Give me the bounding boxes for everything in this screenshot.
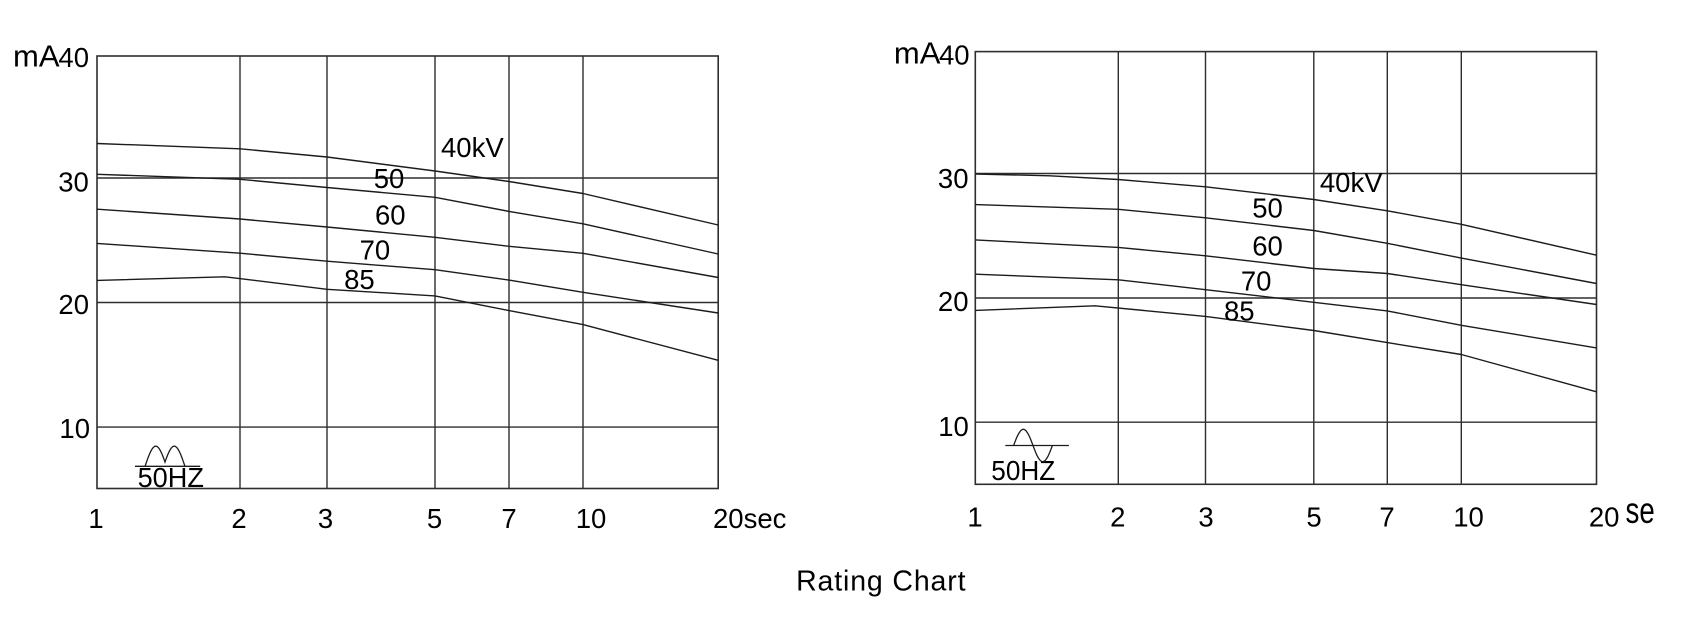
svg-text:20: 20 <box>58 289 89 320</box>
svg-text:20: 20 <box>1589 501 1620 532</box>
svg-text:3: 3 <box>1198 501 1213 532</box>
svg-text:7: 7 <box>1379 501 1394 532</box>
svg-text:30: 30 <box>938 163 969 194</box>
svg-text:30: 30 <box>58 167 89 198</box>
svg-text:85: 85 <box>1224 295 1255 326</box>
svg-text:se: se <box>1626 490 1655 531</box>
svg-text:20: 20 <box>938 286 969 317</box>
svg-text:5: 5 <box>1306 501 1321 532</box>
svg-text:70: 70 <box>360 235 391 266</box>
svg-text:2: 2 <box>1110 501 1125 532</box>
svg-text:10: 10 <box>1453 501 1484 532</box>
svg-text:1: 1 <box>88 503 103 534</box>
svg-text:40kV: 40kV <box>1320 167 1383 198</box>
svg-text:mA: mA <box>894 36 941 71</box>
svg-text:10: 10 <box>576 503 607 534</box>
svg-text:70: 70 <box>1241 266 1272 297</box>
svg-text:mA: mA <box>13 38 60 73</box>
svg-text:2: 2 <box>231 503 246 534</box>
svg-text:7: 7 <box>501 503 516 534</box>
svg-text:60: 60 <box>375 199 406 230</box>
svg-text:40kV: 40kV <box>441 132 504 163</box>
svg-text:40: 40 <box>58 42 89 73</box>
svg-text:5: 5 <box>427 503 442 534</box>
svg-text:40: 40 <box>939 40 970 71</box>
svg-text:50: 50 <box>374 163 405 194</box>
svg-text:10: 10 <box>59 413 90 444</box>
svg-text:3: 3 <box>318 503 333 534</box>
svg-text:10: 10 <box>938 411 969 442</box>
svg-text:60: 60 <box>1252 231 1283 262</box>
svg-text:20sec: 20sec <box>713 503 787 534</box>
svg-text:Rating Chart: Rating Chart <box>796 566 965 598</box>
svg-text:50HZ: 50HZ <box>138 462 204 493</box>
svg-text:50: 50 <box>1252 193 1283 224</box>
svg-text:85: 85 <box>344 264 375 295</box>
svg-text:1: 1 <box>967 501 982 532</box>
